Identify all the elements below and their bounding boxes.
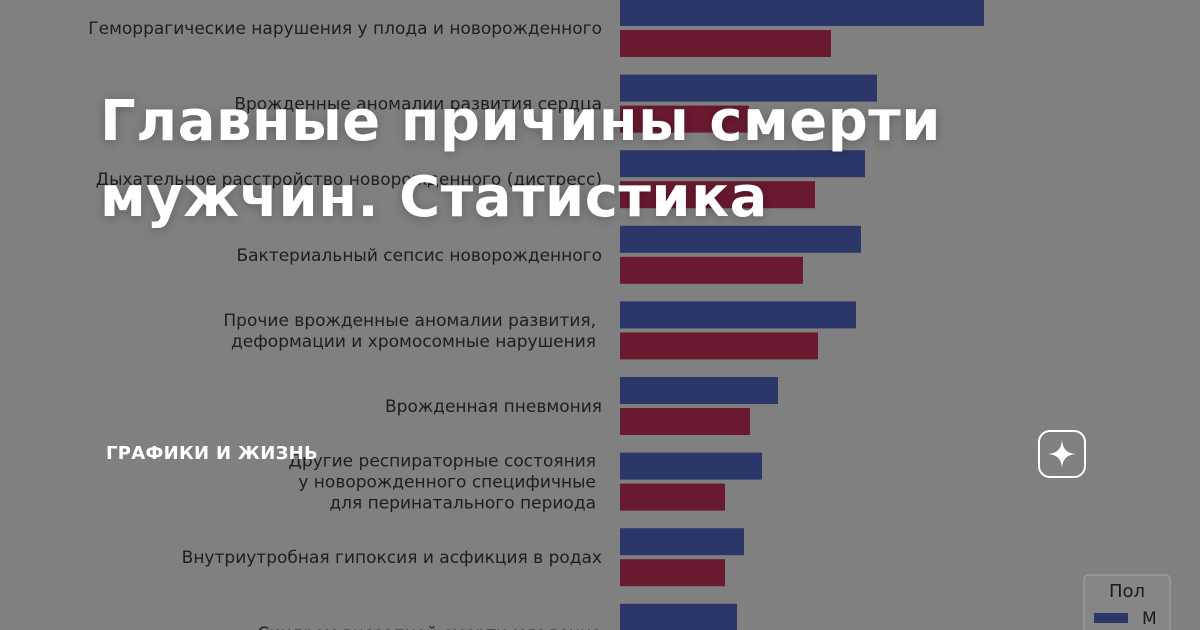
- category-label: Врожденные аномалии развития сердца: [234, 95, 602, 115]
- bar-f-7: [620, 559, 725, 587]
- category-label: для перинатального периода: [329, 494, 596, 514]
- category-labels-group: Геморрагические нарушения у плода и ново…: [88, 19, 602, 630]
- bar-m-1: [620, 74, 877, 102]
- legend: Пол М: [1083, 574, 1171, 630]
- bar-f-3: [620, 256, 803, 284]
- bar-m-7: [620, 528, 744, 556]
- category-label: Синдром внезапной смерти младенца: [257, 624, 602, 630]
- category-label: Другие респираторные состояния: [289, 452, 596, 472]
- bar-f-0: [620, 30, 831, 57]
- bar-m-4: [620, 301, 856, 329]
- bar-m-3: [620, 225, 861, 253]
- article-title-line-2: мужчин. Статистика: [100, 165, 768, 230]
- article-title: Главные причины смерти мужчин. Статистик…: [100, 84, 1000, 236]
- legend-label-m: М: [1142, 609, 1157, 629]
- bar-m-8: [620, 603, 737, 630]
- bar-m-0: [620, 0, 984, 26]
- category-label: Геморрагические нарушения у плода и ново…: [88, 19, 602, 39]
- article-title-line-1: Главные причины смерти: [100, 89, 941, 154]
- bar-f-6: [620, 483, 725, 511]
- category-label: Прочие врожденные аномалии развития,: [223, 311, 596, 331]
- category-label: Бактериальный сепсис новорожденного: [236, 246, 602, 266]
- bar-f-4: [620, 332, 818, 360]
- category-label: Дыхательное расстройство новорожденного …: [96, 170, 602, 190]
- category-label: деформации и хромосомные нарушения: [231, 332, 596, 352]
- channel-name[interactable]: ГРАФИКИ И ЖИЗНЬ: [106, 443, 319, 464]
- category-label: у новорожденного специфичные: [298, 473, 596, 493]
- category-label: Врожденная пневмония: [385, 397, 602, 417]
- legend-swatch-m: [1094, 613, 1128, 623]
- bars-group: [620, 0, 984, 630]
- bar-m-5: [620, 377, 778, 404]
- zen-star-icon: [1046, 438, 1078, 470]
- zen-logo-button[interactable]: [1038, 430, 1086, 478]
- bar-m-2: [620, 150, 865, 178]
- bar-m-6: [620, 452, 762, 480]
- bar-f-5: [620, 408, 750, 435]
- bar-f-1: [620, 105, 749, 133]
- bar-f-2: [620, 181, 815, 209]
- category-label: Внутриутробная гипоксия и асфикция в род…: [182, 548, 602, 568]
- legend-title: Пол: [1109, 581, 1145, 602]
